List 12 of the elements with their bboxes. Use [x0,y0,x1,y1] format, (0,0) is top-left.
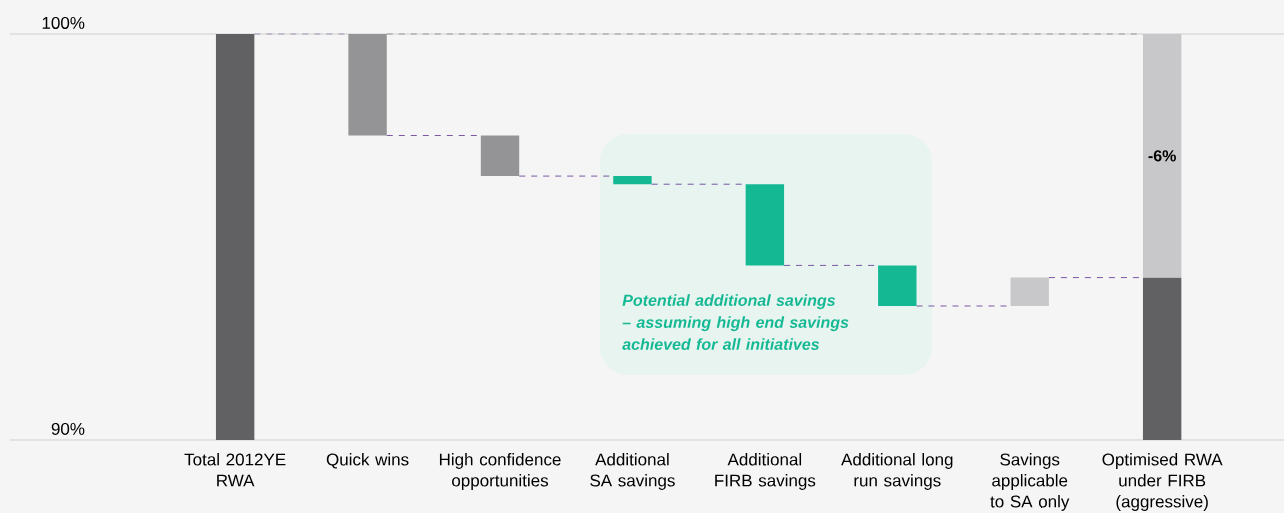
y-tick-label: 90% [51,422,85,435]
y-tick-label: 100% [42,16,85,29]
annotation: Potential additional savings – assuming high end savings achieved for all initiatives [622,294,849,350]
x-tick-label: High confidence opportunities [439,453,561,490]
x-tick-label: Quick wins [326,453,409,469]
x-tick-label: Optimised RWA under FIRB (aggressive) [1102,453,1223,511]
data-label: -6% [1148,150,1176,162]
x-tick-label: Additional long run savings [841,453,953,490]
x-tick-label: Additional SA savings [590,453,675,490]
x-tick-label: Additional FIRB savings [715,453,816,490]
x-tick-label: Savings applicable to SA only [990,453,1070,511]
x-tick-label: Total 2012YE RWA [184,453,286,487]
